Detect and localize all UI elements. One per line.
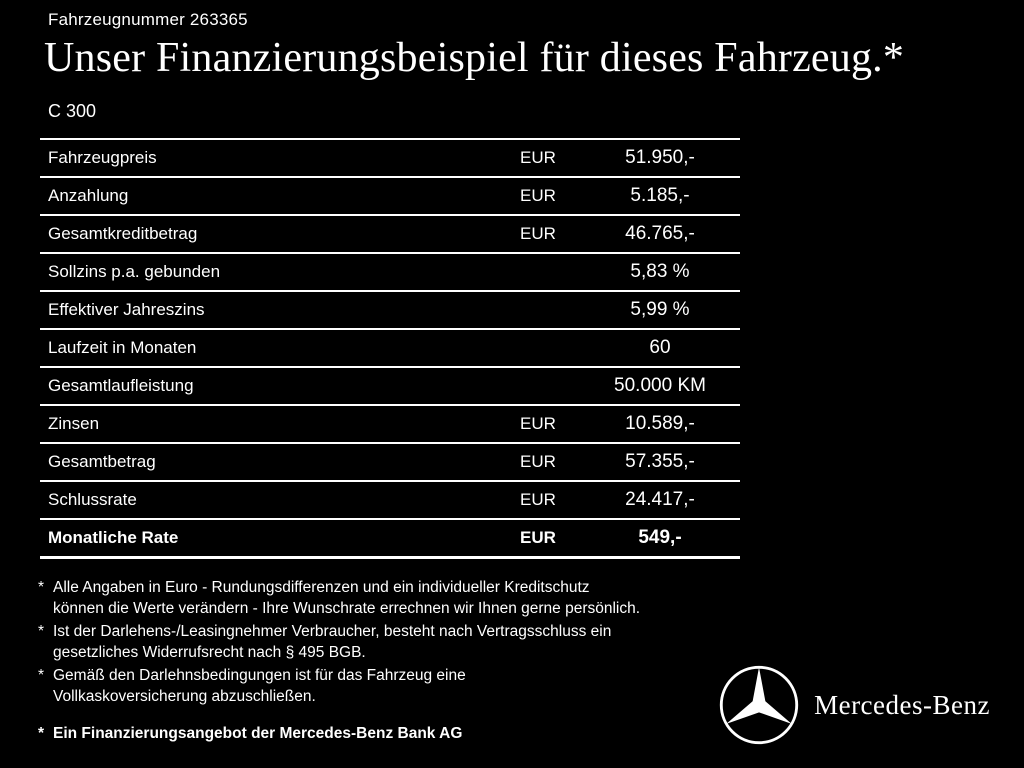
row-currency: EUR [520, 414, 556, 433]
row-value: 5,83 % [630, 261, 690, 282]
table-row: Sollzins p.a. gebunden 5,83 % [40, 254, 740, 292]
row-value: 57.355,- [625, 451, 695, 472]
row-value: 50.000 KM [614, 375, 706, 396]
row-currency: EUR [520, 528, 556, 547]
table-row: Zinsen EUR 10.589,- [40, 406, 740, 444]
table-row: Anzahlung EUR 5.185,- [40, 178, 740, 216]
row-currency: EUR [520, 490, 556, 509]
footnote: * Ist der Darlehens-/Leasingnehmer Verbra… [38, 621, 758, 663]
table-row: Monatliche Rate EUR 549,- [40, 520, 740, 559]
table-row: Fahrzeugpreis EUR 51.950,- [40, 140, 740, 178]
row-label: Gesamtkreditbetrag [48, 224, 198, 243]
page-title: Unser Finanzierungsbeispiel für dieses F… [44, 35, 905, 81]
row-label: Anzahlung [48, 186, 129, 205]
row-label: Gesamtlaufleistung [48, 376, 194, 395]
row-label: Sollzins p.a. gebunden [48, 262, 221, 281]
row-label: Monatliche Rate [48, 528, 179, 547]
row-currency: EUR [520, 148, 556, 167]
row-value: 549,- [638, 527, 682, 548]
row-value: 46.765,- [625, 223, 695, 244]
footnote-text: Ein Finanzierungsangebot der Mercedes-Be… [53, 725, 463, 742]
footnotes: * Alle Angaben in Euro - Rundungsdifferen… [38, 577, 758, 746]
footnote-text: Alle Angaben in Euro - Rundungsdifferenz… [53, 579, 641, 617]
row-currency: EUR [520, 224, 556, 243]
table-row: Gesamtlaufleistung 50.000 KM [40, 368, 740, 406]
table-row: Effektiver Jahreszins 5,99 % [40, 292, 740, 330]
footnote-marker: * [38, 623, 45, 640]
table-row: Gesamtbetrag EUR 57.355,- [40, 444, 740, 482]
row-label: Laufzeit in Monaten [48, 338, 197, 357]
row-currency: EUR [520, 186, 556, 205]
finance-table: Fahrzeugpreis EUR 51.950,- Anzahlung EUR 5.18… [40, 138, 740, 559]
table-row: Schlussrate EUR 24.417,- [40, 482, 740, 520]
row-value: 51.950,- [625, 147, 695, 168]
footnote: * Gemäß den Darlehnsbedingungen ist für d… [38, 665, 758, 707]
brand-wordmark: Mercedes-Benz [814, 689, 990, 720]
row-value: 5.185,- [630, 185, 690, 206]
table-row: Gesamtkreditbetrag EUR 46.765,- [40, 216, 740, 254]
footnote-text: Gemäß den Darlehnsbedingungen ist für da… [53, 667, 466, 705]
row-currency: EUR [520, 452, 556, 471]
row-value: 10.589,- [625, 413, 695, 434]
footnote: * Ein Finanzierungsangebot der Mercedes-B… [38, 723, 758, 744]
row-label: Fahrzeugpreis [48, 148, 157, 167]
table-row: Laufzeit in Monaten 60 [40, 330, 740, 368]
footnote-marker: * [38, 725, 45, 742]
row-label: Effektiver Jahreszins [48, 300, 205, 319]
brand-footer: Mercedes-Benz [718, 664, 990, 746]
vehicle-model: C 300 [48, 101, 97, 121]
row-value: 60 [649, 337, 671, 358]
footnote: * Alle Angaben in Euro - Rundungsdifferen… [38, 577, 758, 619]
row-label: Zinsen [48, 414, 100, 433]
footnote-marker: * [38, 667, 45, 684]
vehicle-number: Fahrzeugnummer 263365 [48, 10, 248, 29]
row-value: 24.417,- [625, 489, 695, 510]
footnote-marker: * [38, 579, 45, 596]
mercedes-star-icon [719, 665, 799, 745]
row-value: 5,99 % [630, 299, 690, 320]
row-label: Schlussrate [48, 490, 137, 509]
footnote-text: Ist der Darlehens-/Leasingnehmer Verbrau… [53, 623, 612, 661]
row-label: Gesamtbetrag [48, 452, 156, 471]
